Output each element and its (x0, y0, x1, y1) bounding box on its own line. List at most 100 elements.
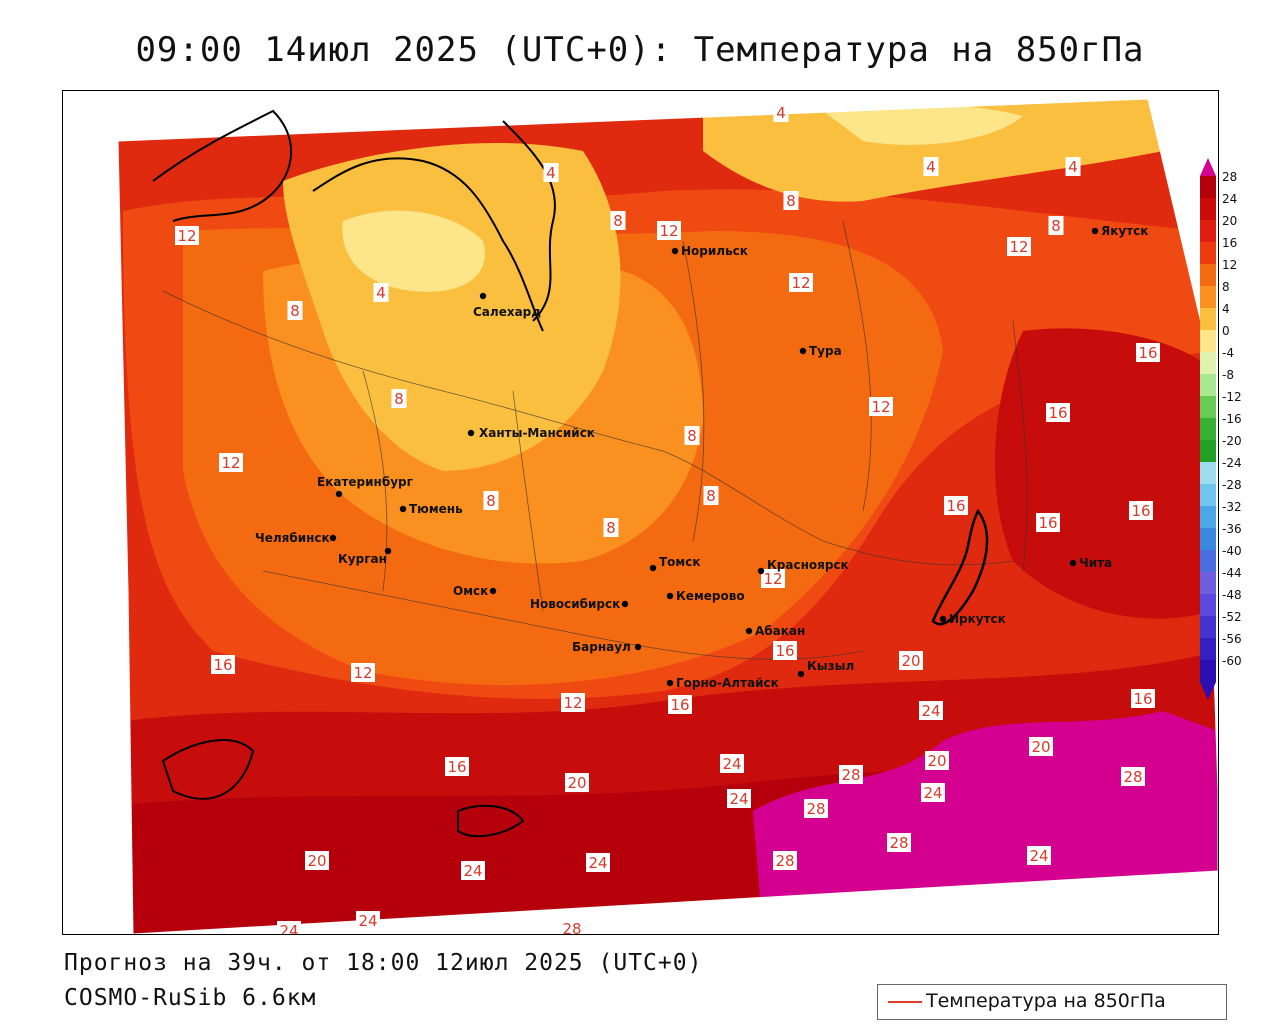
colorbar-tick-label: 4 (1222, 302, 1230, 316)
isotherm-label-bg (899, 651, 923, 670)
isotherm-label: 12 (1009, 238, 1028, 256)
isotherm-label: 28 (806, 800, 825, 818)
isotherm-label: 4 (776, 104, 786, 122)
isotherm-label: 8 (1051, 217, 1061, 235)
city-dot (489, 587, 497, 595)
colorbar-tick-label: 16 (1222, 236, 1238, 250)
colorbar-segment (1200, 572, 1216, 594)
isotherm-label: 12 (871, 398, 890, 416)
temperature-map: 4 4 4 4 4 8 8 8 8 8 8 8 8 8 12 12 12 12 12 12 12 12 12 16 16 16 16… (63, 91, 1218, 934)
city-label: Курган (338, 552, 387, 566)
isotherm-label-bg (783, 191, 799, 210)
isotherm-label-bg (1048, 216, 1064, 235)
colorbar-tick-label: 20 (1222, 214, 1238, 228)
isotherm-label-bg (211, 655, 235, 674)
legend: Температура на 850гПа (877, 984, 1227, 1020)
colorbar-segment (1200, 242, 1216, 264)
colorbar-segment (1200, 330, 1216, 352)
isotherm-label: 28 (562, 920, 581, 934)
city-label: Абакан (755, 624, 805, 638)
colorbar-segment (1200, 418, 1216, 440)
isotherm-label-bg (944, 496, 968, 515)
city-dot (467, 429, 475, 437)
colorbar-segment (1200, 484, 1216, 506)
isotherm-label-bg (919, 701, 943, 720)
city-dot (634, 643, 642, 651)
isotherm-label-bg (657, 221, 681, 240)
colorbar-segment (1200, 308, 1216, 330)
colorbar-segment (1200, 594, 1216, 616)
isotherm-label-bg (1007, 237, 1031, 256)
city-dot (1091, 227, 1099, 235)
lake-baikal (931, 508, 989, 626)
colorbar-segment (1200, 352, 1216, 374)
isotherm-label-bg (761, 569, 785, 588)
isotherm-label-bg (586, 853, 610, 872)
isotherm-label-bg (1065, 157, 1081, 176)
city-dot (329, 534, 337, 542)
city-dot (757, 567, 765, 575)
isotherm-label-bg (561, 693, 585, 712)
isotherm-label: 24 (463, 862, 482, 880)
colorbar-tick-label: -8 (1222, 368, 1234, 382)
isotherm-label: 16 (213, 656, 232, 674)
isotherm-label-bg (887, 833, 911, 852)
isotherm-label-bg (1036, 513, 1060, 532)
colorbar-tick-label: 8 (1222, 280, 1230, 294)
isotherm-label: 28 (889, 834, 908, 852)
isotherm-label: 24 (923, 784, 942, 802)
colorbar-tick-label: -40 (1222, 544, 1242, 558)
city-label: Чита (1079, 556, 1112, 570)
colorbar-tick-label: -20 (1222, 434, 1242, 448)
isotherm-label: 16 (1131, 502, 1150, 520)
city-label: Ханты-Мансийск (479, 426, 595, 440)
isotherm-label-bg (175, 226, 199, 245)
isotherm-label-bg (560, 919, 584, 934)
isotherm-label: 8 (606, 519, 616, 537)
city-dot (797, 670, 805, 678)
city-label: Томск (659, 555, 701, 569)
city-dot (1069, 559, 1077, 567)
colorbar-tick-label: -4 (1222, 346, 1234, 360)
isotherm-label-bg (1131, 689, 1155, 708)
isotherm-label-bg (445, 757, 469, 776)
borders (162, 220, 1028, 660)
isotherm-label-bg (1027, 846, 1051, 865)
isotherm-label: 24 (729, 790, 748, 808)
city-label: Иркутск (949, 612, 1006, 626)
isotherm-label: 20 (927, 752, 946, 770)
isotherm-label: 20 (901, 652, 920, 670)
city-dot (335, 490, 343, 498)
isotherm-label: 16 (1038, 514, 1057, 532)
isotherm-label-bg (543, 163, 559, 182)
isotherm-label-bg (610, 211, 626, 230)
isotherm-label-bg (804, 799, 828, 818)
isotherm-label: 24 (358, 912, 377, 930)
colorbar-segment (1200, 616, 1216, 638)
colorbar-tick-label: -32 (1222, 500, 1242, 514)
colorbar-tick-label: 24 (1222, 192, 1238, 206)
isotherm-label: 28 (841, 766, 860, 784)
city-label: Кемерово (676, 589, 745, 603)
colorbar-segment (1200, 396, 1216, 418)
colorbar-tick-label: -52 (1222, 610, 1242, 624)
colorbar-bottom-arrow (1200, 682, 1216, 700)
city-label: Якутск (1101, 224, 1148, 238)
isotherm-label-bg (839, 765, 863, 784)
isotherm-label: 12 (177, 227, 196, 245)
isotherm-label: 8 (687, 427, 697, 445)
city-label: Кызыл (807, 659, 854, 673)
isotherm-label-bg (356, 911, 380, 930)
isotherm-label-bg (1136, 343, 1160, 362)
isotherm-label: 16 (946, 497, 965, 515)
isotherm-label-bg (773, 851, 797, 870)
isotherm-label: 16 (1138, 344, 1157, 362)
colorbar-segment (1200, 462, 1216, 484)
isotherm-label: 8 (613, 212, 623, 230)
legend-label: Температура на 850гПа (926, 990, 1166, 1012)
colorbar-segment (1200, 374, 1216, 396)
colorbar-tick-label: -24 (1222, 456, 1242, 470)
isotherm-label-bg (603, 518, 619, 537)
isotherm-label: 20 (1031, 738, 1050, 756)
isotherm-label: 28 (775, 852, 794, 870)
